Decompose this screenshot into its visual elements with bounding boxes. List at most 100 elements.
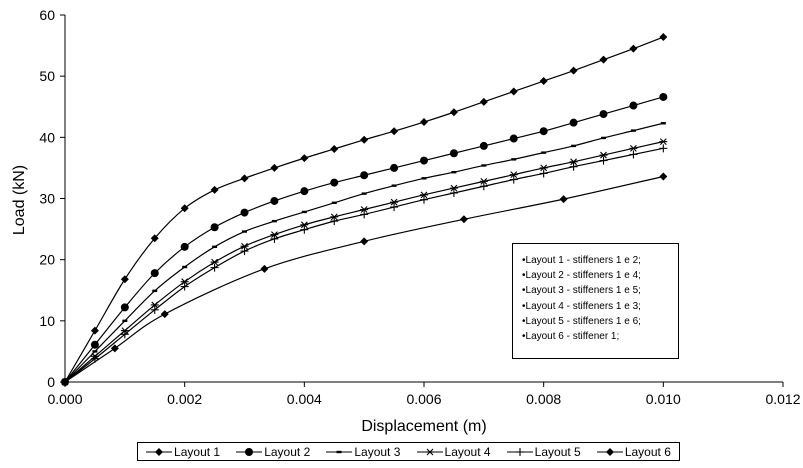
data-point [90,340,99,349]
x-axis-title: Displacement (m) [361,418,486,435]
legend-label: Layout 3 [354,444,401,459]
data-point [300,221,309,229]
data-point [630,129,636,132]
y-tick-label: 30 [39,191,55,207]
data-point [120,275,129,284]
data-point [539,127,548,136]
data-point [210,185,219,194]
data-point [240,174,249,183]
legend-marker [515,447,524,456]
data-point [330,217,339,226]
data-point [559,195,568,204]
y-tick-label: 20 [39,252,55,268]
x-tick-label: 0.004 [287,391,322,407]
data-point [509,87,518,96]
data-point [509,134,518,143]
data-point [481,164,487,167]
data-point [212,245,218,249]
x-tick-label: 0.008 [526,391,561,407]
data-point [92,350,98,353]
note-layout-3: •Layout 3 - stiffeners 1 e 5; [522,285,641,297]
series-layout-3 [62,122,666,384]
data-point [599,156,608,165]
data-point [150,305,159,314]
data-point [420,156,428,165]
legend-swatch-plus-icon [506,447,533,456]
data-point [180,278,189,286]
note-layout-1: •Layout 1 - stiffeners 1 e 2; [522,255,641,266]
data-point [271,219,277,223]
data-point [421,177,427,180]
legend-entry-layout-6: Layout 6 [596,445,671,459]
data-point [120,330,129,339]
note-layout-5: •Layout 5 - stiffeners 1 e 6; [522,315,641,327]
legend-swatch-diamond-icon [596,447,623,456]
data-point [301,210,307,214]
data-point [659,92,668,101]
data-point [330,178,339,187]
series-group [61,33,668,386]
data-point [331,201,337,204]
legend-marker [605,447,614,456]
data-point [360,237,369,246]
legend-swatch-diamond-icon [146,447,173,456]
data-point [599,151,608,159]
series-layout-4 [61,138,668,386]
legend-label: Layout 2 [264,444,311,459]
y-tick-label: 60 [39,7,55,23]
legend-label: Layout 1 [174,444,221,459]
data-point [659,33,668,42]
data-point [361,192,367,195]
data-point [300,154,309,163]
data-point [180,242,189,251]
data-point [569,118,578,127]
data-point [629,44,638,53]
data-point [629,150,638,159]
data-point [629,101,638,110]
note-layout-6: •Layout 6 - stiffener 1; [522,331,620,343]
y-tick-label: 50 [39,68,55,84]
data-point [120,303,129,312]
data-point [449,149,458,158]
data-point [451,170,457,174]
data-point [360,135,369,144]
data-point [260,264,269,273]
data-point [150,234,159,243]
data-point [360,206,369,213]
legend-entry-layout-3: Layout 3 [326,445,400,459]
series-layout-2 [61,92,668,386]
x-tick-label: 0.010 [646,391,681,407]
data-point [61,378,69,386]
data-point [240,208,249,217]
data-point [150,301,159,309]
legend-label: Layout 5 [534,444,581,459]
data-point [571,144,577,148]
tick-labels: 0.000 0.002 0.004 0.006 0.008 0.010 0.012 0 10 20… [39,7,800,407]
legend-marker [245,447,254,456]
data-point [449,184,458,192]
data-point [659,144,668,153]
note-layout-4: •Layout 4 - stiffeners 1 e 3; [522,300,641,312]
data-point [660,122,666,125]
x-tick-label: 0.000 [47,391,82,407]
data-point [449,188,458,197]
y-axis-title: Load (kN) [11,165,28,235]
x-tick-label: 0.002 [167,391,202,407]
legend-marker [336,450,342,453]
data-point [569,162,578,171]
data-point [242,230,247,233]
data-point [601,136,606,140]
data-point [541,151,547,154]
data-point [420,195,428,204]
data-point [182,265,188,269]
data-point [390,198,399,206]
data-point [569,66,578,75]
data-point [150,269,159,278]
data-point [210,263,219,272]
legend-swatch-dash-icon [326,450,353,453]
chart-legend: Layout 1 Layout 2 Layout 3 Layout 4 Layo… [137,442,680,461]
data-point [330,213,339,221]
y-tick-label: 40 [39,129,55,145]
x-tick-label: 0.012 [765,391,800,407]
